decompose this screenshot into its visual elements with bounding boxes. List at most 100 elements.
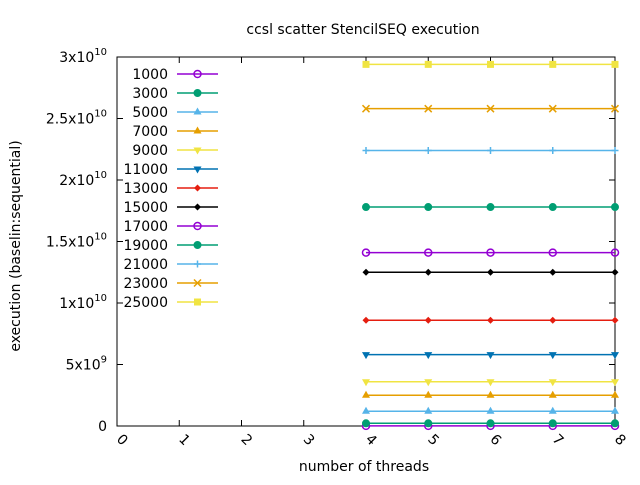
series-11000 [362,352,619,360]
legend-marker [193,221,202,231]
legend-marker [193,69,202,79]
data-point [362,352,370,360]
x-tick-label: 3 [300,431,318,449]
data-point [548,390,557,398]
legend-marker [193,278,202,288]
legend-marker [194,260,201,268]
chart-title: ccsl scatter StencilSEQ execution [246,22,479,38]
data-point [424,419,433,428]
data-point [611,203,619,212]
legend-label: 11000 [123,162,168,178]
legend-item-17000: 17000 [123,219,218,235]
data-point [424,104,433,113]
y-tick-label: 5x109 [66,355,107,374]
data-point [548,406,557,414]
data-point [362,419,370,428]
data-point [486,419,495,428]
data-point [487,316,494,324]
series-15000 [362,268,619,276]
legend-label: 5000 [132,105,168,121]
data-point [549,316,557,324]
legend-item-15000: 15000 [123,200,218,216]
legend-marker [193,147,202,155]
series-21000 [362,146,619,154]
data-point [611,60,619,68]
data-point [611,352,619,360]
data-point [611,379,619,387]
data-point [362,268,370,276]
legend-label: 9000 [132,143,168,159]
legend-marker [194,203,201,211]
legend-marker [194,184,201,192]
series-23000 [361,104,620,113]
legend-label: 19000 [123,238,168,254]
data-point [424,60,432,68]
legend-marker [194,298,201,306]
data-point [362,379,370,387]
data-point [487,268,494,276]
data-point [424,316,432,324]
x-tick-label: 4 [362,431,380,449]
legend-item-7000: 7000 [132,124,218,140]
legend-item-13000: 13000 [123,181,218,197]
legend-item-23000: 23000 [123,276,218,292]
data-point [424,352,433,360]
x-tick-label: 5 [424,431,442,449]
series-17000 [361,248,620,257]
data-point [362,390,370,398]
legend-item-1000: 1000 [132,67,218,83]
data-point [611,268,619,276]
data-point [549,146,557,154]
data-point [362,203,370,212]
data-point [361,104,371,113]
data-point [548,104,557,113]
legend-marker [193,107,202,115]
data-point [486,104,495,113]
data-point [424,390,433,398]
data-point [486,203,495,212]
y-tick-exponent: 10 [94,109,107,120]
data-point [362,316,370,324]
data-point [549,268,557,276]
data-point [424,379,433,387]
series-3000 [362,419,619,428]
legend-label: 1000 [132,67,168,83]
data-point [548,379,557,387]
data-point [548,352,557,360]
series-13000 [362,316,619,324]
legend-marker [193,89,202,97]
x-tick-label: 2 [238,431,256,449]
legend-label: 3000 [132,86,168,102]
series-9000 [362,379,619,387]
legend-label: 23000 [123,276,168,292]
data-point [486,390,495,398]
data-point [486,248,495,257]
data-point [611,419,619,428]
series-25000 [362,60,619,68]
y-tick-label: 3x1010 [59,47,107,66]
legend-marker [193,241,202,249]
y-tick-label: 0 [98,419,107,435]
x-tick-label: 6 [487,431,505,449]
data-point [362,146,370,154]
legend-label: 17000 [123,219,168,235]
legend-label: 13000 [123,181,168,197]
data-point [611,390,619,398]
y-tick-label: 1.5x1010 [46,232,107,251]
y-axis-label: execution (baselin:sequential) [8,140,24,351]
legend-item-25000: 25000 [123,295,218,311]
data-point [486,352,495,360]
data-point [424,248,433,257]
y-tick-label: 2.5x1010 [46,109,107,128]
legend-label: 15000 [123,200,168,216]
x-axis-label: number of threads [299,459,429,475]
y-tick-exponent: 10 [94,232,107,243]
data-point [548,419,557,428]
x-tick-label: 1 [175,431,193,449]
series-5000 [362,406,619,414]
y-tick-exponent: 10 [94,170,107,181]
data-point [611,146,619,154]
legend-item-19000: 19000 [123,238,218,254]
